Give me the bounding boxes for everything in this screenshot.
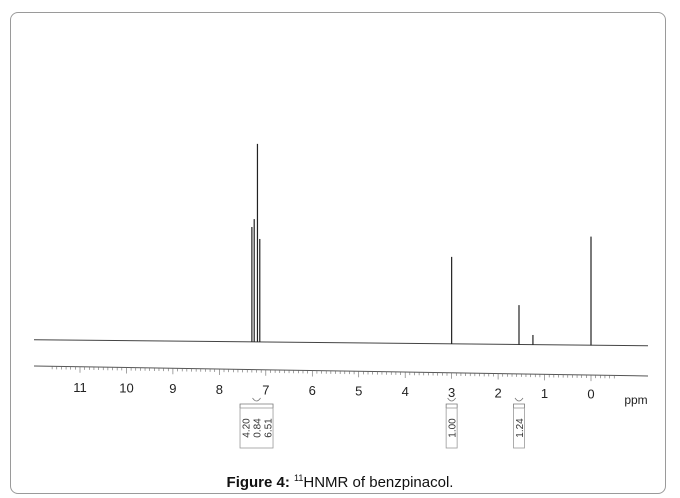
integration-value: 4.20: [242, 418, 253, 438]
integration-value: 0.84: [253, 418, 264, 438]
ppm-tick-label-1: 1: [541, 386, 548, 401]
integration-value: 1.00: [448, 418, 459, 438]
ppm-unit-label: ppm: [624, 393, 647, 407]
ppm-tick-label-4: 4: [402, 384, 409, 399]
integration-value: 6.51: [264, 418, 275, 438]
ppm-tick-label-9: 9: [169, 381, 176, 396]
ppm-tick-label-6: 6: [309, 383, 316, 398]
ppm-tick-label-3: 3: [448, 385, 455, 400]
figure-caption: Figure 4: 11HNMR of benzpinacol.: [0, 474, 680, 491]
integration-bracket-2: [513, 398, 524, 408]
spectrum-baseline: [34, 340, 648, 346]
ppm-tick-label-2: 2: [494, 385, 501, 400]
ppm-tick-label-0: 0: [587, 387, 594, 402]
figure-caption-text: HNMR of benzpinacol.: [303, 474, 453, 491]
ppm-tick-label-7: 7: [262, 382, 269, 397]
ppm-tick-label-10: 10: [119, 381, 133, 396]
ppm-tick-label-11: 11: [73, 380, 87, 395]
ppm-axis-line: [34, 366, 648, 376]
figure-superscript: 11: [294, 473, 303, 483]
integration-value: 1.24: [515, 418, 526, 438]
figure-label: Figure 4:: [227, 474, 290, 491]
ppm-tick-label-8: 8: [216, 382, 223, 397]
ppm-tick-label-5: 5: [355, 384, 362, 399]
integration-bracket-0: [240, 398, 273, 408]
